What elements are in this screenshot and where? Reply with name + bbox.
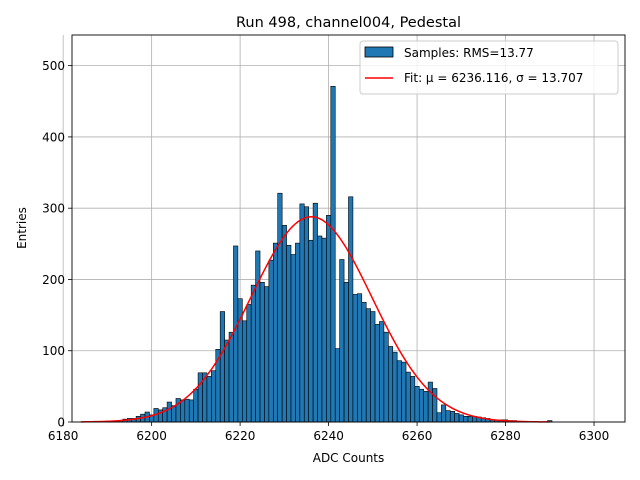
histogram-bar — [418, 388, 425, 423]
histogram-bar — [352, 294, 358, 423]
histogram-bar — [330, 86, 336, 423]
histogram-bar — [445, 410, 451, 423]
histogram-bar — [405, 371, 411, 423]
x-axis-label: ADC Counts — [313, 451, 385, 465]
histogram-bar — [211, 370, 217, 423]
histogram-bar — [436, 412, 442, 423]
y-tick-label: 500 — [42, 59, 65, 73]
histogram-bar — [250, 284, 256, 423]
histogram-bar — [339, 259, 345, 423]
histogram-bar — [454, 413, 460, 423]
y-tick-label: 300 — [42, 202, 65, 216]
histogram-bar — [242, 320, 248, 423]
y-tick-label: 400 — [42, 130, 65, 144]
histogram-bar — [228, 331, 234, 423]
x-tick-label: 6240 — [313, 429, 344, 443]
histogram-bar — [193, 388, 199, 423]
histogram-bar — [388, 346, 394, 423]
histogram-bar — [184, 398, 190, 423]
plot-frame — [71, 34, 626, 423]
histogram-bar — [370, 311, 376, 423]
histogram-bar — [286, 244, 292, 423]
histogram-bar — [392, 351, 398, 423]
histogram-bar — [268, 259, 274, 423]
histogram-bar — [272, 242, 279, 423]
histogram-bar — [180, 399, 186, 423]
histogram-bar — [458, 414, 464, 423]
histogram-bar — [295, 242, 301, 423]
legend-fit-label: Fit: μ = 6236.116, σ = 13.707 — [404, 71, 583, 85]
histogram-bar — [334, 348, 340, 423]
histogram-bar — [449, 411, 455, 423]
histogram-bar — [188, 399, 194, 423]
x-tick-label: 6220 — [225, 429, 256, 443]
histogram-bar — [383, 331, 389, 423]
histogram-bar — [343, 282, 349, 423]
histogram-bar — [401, 361, 407, 423]
histogram-bar — [233, 245, 239, 423]
x-tick-label: 6180 — [48, 429, 79, 443]
histogram-bar — [427, 381, 433, 423]
legend-frame — [359, 40, 619, 95]
x-tick-label: 6260 — [402, 429, 433, 443]
histogram-bar — [277, 192, 283, 423]
histogram-bar — [441, 404, 447, 423]
histogram-bar — [166, 401, 172, 423]
histogram-bar — [259, 282, 265, 423]
histogram-bar — [255, 250, 261, 423]
histogram-bar — [361, 301, 367, 423]
histogram-bar — [312, 202, 318, 423]
histogram-bar — [365, 308, 371, 423]
histogram-bar — [321, 237, 327, 423]
x-tick-label: 6280 — [490, 429, 521, 443]
x-axis-ticks: 6180 6200 6220 6240 6260 6280 6300 — [48, 422, 609, 443]
histogram-bar — [379, 321, 385, 423]
histogram-bar — [308, 239, 314, 423]
legend-samples-patch — [364, 46, 394, 58]
histogram-bar — [463, 415, 469, 423]
y-tick-label: 100 — [42, 344, 65, 358]
histogram-bar — [357, 293, 363, 423]
histogram-bar — [299, 203, 305, 423]
histogram-bar — [414, 386, 420, 423]
histogram-bar — [317, 235, 323, 423]
histogram-bar — [281, 224, 287, 423]
histogram-bar — [326, 215, 332, 423]
histogram-bar — [410, 376, 416, 423]
histogram-bar — [224, 339, 230, 423]
histogram-bar — [303, 206, 309, 423]
legend: Samples: RMS=13.77 Fit: μ = 6236.116, σ … — [359, 40, 619, 95]
chart-title: Run 498, channel004, Pedestal — [236, 15, 461, 31]
histogram-bar — [374, 324, 380, 423]
histogram-bar — [290, 254, 296, 423]
histogram-bar — [432, 388, 438, 423]
histogram-bar — [396, 360, 402, 423]
histogram-bar — [423, 391, 429, 423]
histogram-bar — [348, 196, 354, 423]
histogram-bar — [219, 311, 225, 423]
histogram-bar — [264, 286, 270, 423]
histogram-bar — [197, 372, 203, 423]
x-tick-label: 6200 — [136, 429, 167, 443]
histogram-bar — [467, 415, 473, 423]
legend-samples-label: Samples: RMS=13.77 — [404, 46, 534, 60]
x-tick-label: 6300 — [579, 429, 610, 443]
y-axis-ticks: 0 100 200 300 400 500 — [42, 59, 72, 430]
histogram-bar — [206, 376, 212, 423]
y-axis-label: Entries — [15, 207, 29, 249]
y-tick-label: 200 — [42, 273, 65, 287]
histogram-bar — [246, 304, 252, 423]
y-tick-label: 0 — [57, 416, 65, 430]
gaussian-fit-curve — [80, 215, 550, 423]
